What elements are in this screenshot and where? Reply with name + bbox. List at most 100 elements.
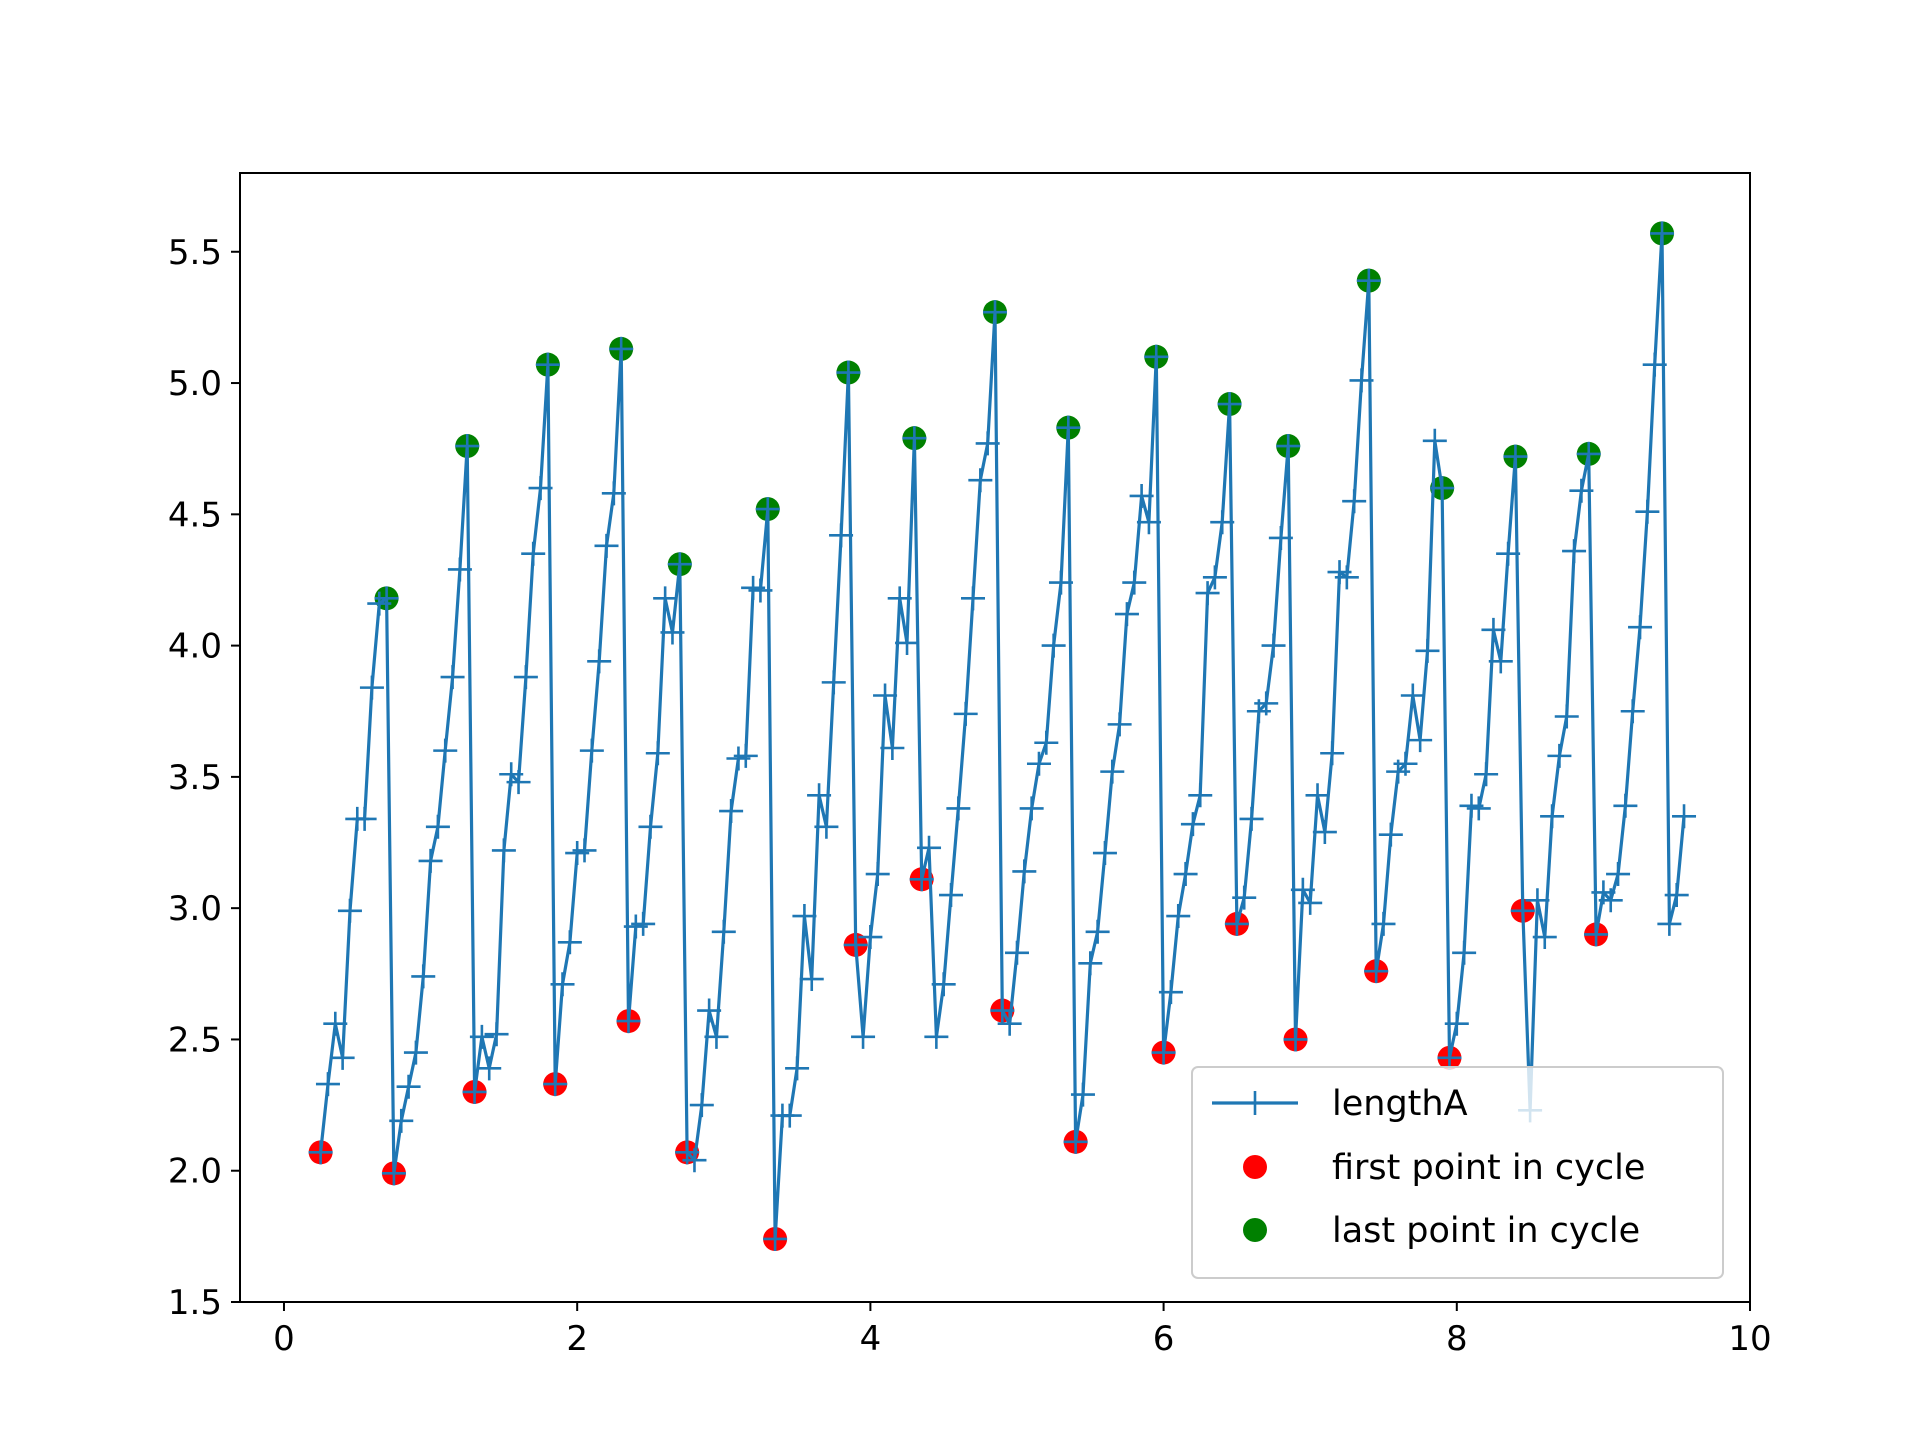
line-point-marker [447,557,472,582]
line-point-marker [1195,581,1220,606]
line-point-marker [1393,751,1418,776]
legend: lengthA first point in cycle last point in… [1191,1066,1724,1279]
line-point-marker [579,738,604,763]
line-point-marker [997,1011,1022,1036]
legend-label: last point in cycle [1332,1211,1640,1251]
line-point-marker [682,1148,707,1173]
line-point-marker [1158,980,1183,1005]
line-point-marker [660,620,685,645]
line-point-marker [1650,221,1675,246]
line-point-marker [1503,444,1528,469]
line-point-marker [631,911,656,936]
line-point-marker [352,806,377,831]
line-point-marker [961,586,986,611]
line-point-marker [1268,525,1293,550]
line-point-marker [851,1024,876,1049]
line-point-marker [425,814,450,839]
line-point-marker [1334,565,1359,590]
line-point-marker [381,1161,406,1186]
line-point-marker [983,300,1007,325]
line-point-marker [506,770,531,795]
line-point-marker [1378,822,1403,847]
y-tick-label: 1.5 [168,1283,222,1323]
line-point-marker [1312,820,1337,845]
line-point-marker [704,1024,729,1049]
line-point-marker [821,670,846,695]
line-point-marker [1642,352,1667,377]
line-point-marker [1430,476,1455,501]
line-point-marker [1540,804,1565,829]
line-point-marker [1437,1045,1462,1070]
line-point-marker [1136,510,1161,535]
line-point-marker [1092,841,1117,866]
line-point-marker [836,360,861,385]
line-point-marker [917,835,942,860]
line-point-marker [1129,483,1154,508]
line-point-marker [763,1226,788,1251]
line-point-marker [543,1072,568,1097]
line-point-marker [433,738,458,763]
legend-dot-swatch [1243,1155,1267,1179]
line-point-marker [1085,919,1110,944]
line-point-marker [315,1072,340,1097]
line-point-marker [909,867,934,892]
line-point-marker [1166,904,1191,929]
line-point-marker [572,838,597,863]
line-point-marker [389,1108,414,1133]
line-point-marker [858,925,883,950]
line-point-marker [843,932,868,957]
y-axis: 1.5 2.0 2.5 3.0 3.5 4.0 4.5 5.0 5.5 [168,233,240,1323]
line-point-marker [1224,911,1249,936]
line-point-marker [1144,344,1169,369]
line-point-marker [513,665,538,690]
line-point-marker [359,675,384,700]
line-point-marker [733,743,758,768]
line-point-marker [1371,911,1396,936]
line-point-marker [895,630,920,655]
line-point-marker [1019,796,1044,821]
line-point-marker [1481,617,1506,642]
line-point-marker [1254,691,1279,716]
line-point-marker [308,1140,333,1165]
line-point-marker [1298,890,1323,915]
line-point-marker [1276,434,1301,459]
x-tick-label: 4 [860,1319,882,1359]
line-point-marker [1012,859,1037,884]
line-point-marker [1657,911,1682,936]
y-tick-label: 3.5 [168,758,222,798]
line-point-marker [1356,268,1381,293]
line-point-marker [374,586,399,611]
scatter-series-0 [308,867,1609,1251]
line-point-marker [609,336,634,361]
line-point-marker [1122,570,1147,595]
x-tick-label: 6 [1153,1319,1175,1359]
y-tick-label: 2.0 [168,1152,222,1192]
line-point-marker [697,998,722,1023]
line-point-marker [653,586,678,611]
line-point-marker [689,1093,714,1118]
line-point-marker [1525,888,1550,913]
y-tick-label: 5.5 [168,233,222,273]
line-point-marker [1048,570,1073,595]
line-point-marker [807,783,832,808]
line-point-marker [1026,751,1051,776]
x-axis: 0 2 4 6 8 10 [273,1302,1772,1359]
line-point-marker [1320,741,1345,766]
line-point-marker [594,533,619,558]
line-point-marker [491,838,516,863]
line-point-marker [1180,812,1205,837]
plot-area [308,221,1697,1251]
line-point-marker [1041,633,1066,658]
line-point-marker [931,972,956,997]
line-point-marker [337,898,362,923]
line-point-marker [1217,392,1242,417]
line-point-marker [1305,783,1330,808]
line-point-marker [484,1022,509,1047]
line-point-marker [1188,783,1213,808]
line-point-marker [1232,885,1257,910]
line-point-marker [880,736,905,761]
line-point-marker [975,431,1000,456]
line-point-marker [990,998,1015,1023]
line-point-marker [1056,415,1081,440]
line-point-marker [1510,898,1535,923]
